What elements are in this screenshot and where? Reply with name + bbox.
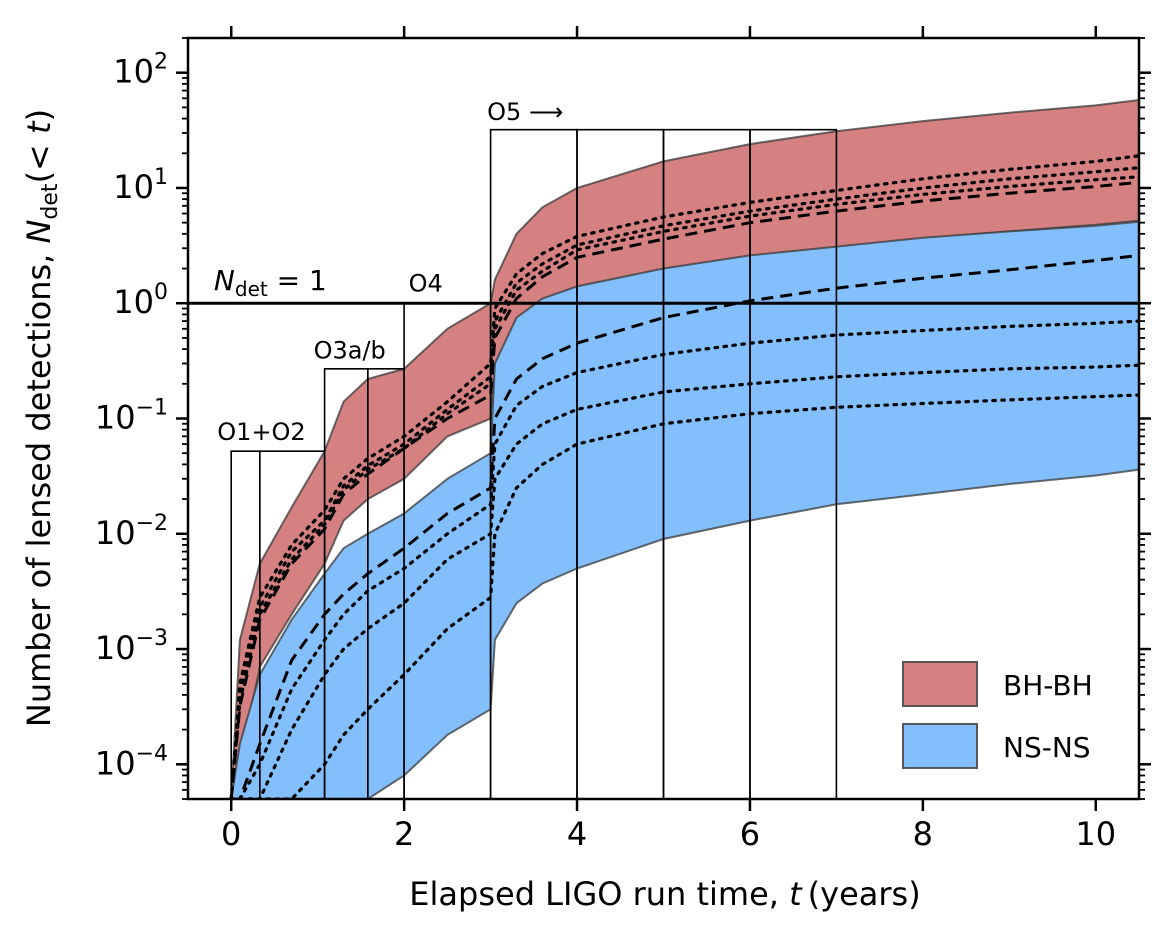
band-ns-ns [230, 220, 1139, 799]
legend-label-ns-ns: NS-NS [1003, 731, 1091, 764]
series-lines [229, 154, 1139, 799]
observing-run-boxes [230, 128, 838, 799]
y-tick-label-exp-1: −3 [136, 626, 168, 651]
x-tick-label-1: 2 [394, 815, 414, 853]
y-tick-label-exp-4: 0 [154, 280, 168, 305]
run-labels: O1+O2 O3a/b O4 O5 ⟶ [217, 98, 563, 446]
dotted-line-ns-ns-2 [229, 363, 1139, 799]
x-tick-label-3: 6 [740, 815, 760, 853]
series-bands [230, 98, 1139, 799]
y-tick-label-0: 10−4 [95, 741, 168, 782]
legend-swatch-ns-ns [902, 723, 978, 769]
y-axis-label-sub: det [38, 183, 63, 220]
legend-label-bh-bh: BH-BH [1003, 669, 1093, 702]
x-axis-label: Elapsed LIGO run time, t (years) [409, 875, 920, 913]
threshold-group: Ndet = 1 [188, 264, 1139, 305]
x-tick-label-5: 10 [1075, 815, 1116, 853]
run-label-1: O1+O2 [217, 418, 305, 446]
dotted-line-ns-ns-1 [229, 319, 1139, 799]
y-tick-label-base-0: 10 [95, 744, 136, 782]
y-tick-label-base-3: 10 [95, 399, 136, 437]
y-tick-label-1: 10−3 [95, 626, 168, 667]
threshold-label-sub: det [235, 277, 268, 301]
y-tick-label-exp-2: −2 [136, 511, 168, 536]
band-bh-bh [230, 98, 1139, 799]
threshold-label: Ndet = 1 [214, 264, 327, 301]
y-axis-label-close: ) [20, 109, 58, 121]
y-tick-label-base-1: 10 [95, 629, 136, 667]
legend-swatch-bh-bh [902, 661, 978, 707]
dotted-line-ns-ns-3 [229, 393, 1139, 799]
y-axis-label-var: N [20, 220, 58, 244]
y-tick-label-exp-3: −1 [136, 396, 168, 421]
y-tick-label-base-4: 10 [113, 283, 154, 321]
x-axis-label-var: t [789, 875, 803, 913]
y-tick-label-2: 10−2 [95, 511, 168, 552]
y-tick-label-exp-0: −4 [136, 741, 168, 766]
y-tick-label-base-2: 10 [95, 514, 136, 552]
x-tick-label-0: 0 [221, 815, 241, 853]
y-tick-label-3: 10−1 [95, 396, 168, 437]
median-line-bh-bh [229, 180, 1139, 799]
y-axis-label-text: Number of lensed detections, [20, 244, 58, 728]
dotted-line-bh-bh-2 [229, 166, 1139, 799]
legend: BH-BH NS-NS [902, 661, 1093, 769]
dotted-line-bh-bh-1 [229, 154, 1139, 799]
y-axis-label: Number of lensed detections, Ndet(< t) [20, 109, 63, 727]
run-label-4: O5 ⟶ [487, 98, 563, 126]
y-tick-label-4: 100 [113, 280, 168, 321]
dotted-line-bh-bh-3 [229, 175, 1139, 799]
x-axis-label-text: Elapsed LIGO run time, [409, 875, 789, 913]
y-axis-label-arg: (< [20, 134, 58, 183]
x-tick-label-4: 8 [913, 815, 933, 853]
y-tick-label-base-6: 10 [113, 53, 154, 91]
median-line-ns-ns [231, 253, 1139, 799]
run-label-3: O4 [409, 269, 443, 297]
x-axis-label-unit: (years) [808, 875, 921, 913]
y-tick-label-6: 102 [113, 50, 168, 91]
y-axis-label-arg-var: t [20, 120, 58, 134]
threshold-label-rest: = 1 [268, 264, 327, 297]
run-box-9 [749, 128, 838, 799]
y-tick-label-exp-6: 2 [154, 50, 168, 75]
run-label-2: O3a/b [314, 337, 386, 365]
threshold-label-var: N [214, 264, 235, 297]
x-tick-label-2: 4 [567, 815, 587, 853]
y-tick-label-base-5: 10 [113, 168, 154, 206]
y-tick-label-exp-5: 1 [154, 165, 168, 190]
y-tick-label-5: 101 [113, 165, 168, 206]
